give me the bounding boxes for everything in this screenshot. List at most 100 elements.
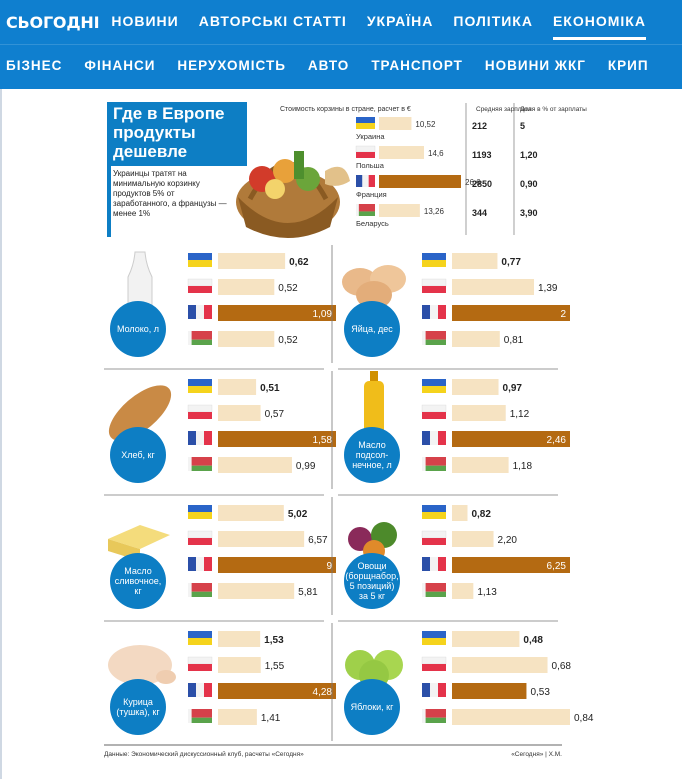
subnav-item-crypto[interactable]: КРИП (607, 58, 649, 73)
basket-share-value: 1,20 (520, 150, 538, 160)
price-bar (218, 557, 336, 573)
basket-header: Стоимость корзины в стране, расчет в € (280, 106, 411, 113)
price-label: 1,09 (313, 309, 333, 320)
product-name: Молоко, л (116, 324, 160, 334)
flag-by-icon (422, 457, 446, 471)
product-name: Курица (тушка), кг (116, 697, 160, 717)
main-nav: СЬОГОДНІ НОВИНИ АВТОРСЬКІ СТАТТІ УКРАЇНА… (0, 0, 682, 44)
flag-by-icon (188, 457, 212, 471)
flag-pl-icon (421, 530, 447, 545)
price-bar (452, 331, 500, 347)
credit-note: «Сегодня» | Х.М. (511, 751, 562, 758)
price-bar (452, 583, 474, 599)
basket-salary-value: 344 (472, 208, 487, 218)
products-grid: Молоко, л 0,62 0,52 1,09 0,52 Яйца, дес 0,77 1,… (104, 245, 594, 741)
milk-bottle-icon (127, 251, 153, 318)
flag-by-icon (422, 583, 446, 597)
flag-by-icon (188, 709, 212, 723)
product-name: Яблоки, кг (350, 702, 394, 712)
price-label: 1,39 (538, 283, 558, 294)
price-bar (218, 457, 292, 473)
basket-share-value: 5 (520, 121, 525, 131)
price-bar (218, 379, 257, 395)
subnav-item-transport[interactable]: ТРАНСПОРТ (371, 58, 463, 73)
flag-pl-icon (187, 530, 213, 545)
price-bar (452, 505, 468, 521)
basket-cost-bar (379, 204, 420, 217)
basket-country-label: Украина (356, 132, 385, 141)
flag-fr-icon (188, 305, 212, 319)
basket-share-value: 3,90 (520, 208, 538, 218)
flag-fr-icon (188, 557, 212, 571)
flag-fr-icon (422, 431, 446, 445)
flag-by-icon (422, 331, 446, 345)
infographic: Где в Европе продукты дешевле Украинцы т… (104, 102, 594, 758)
flag-pl-icon (187, 404, 213, 419)
price-label: 0,52 (278, 335, 298, 346)
basket-cost-bar (379, 117, 412, 130)
bread-icon (108, 385, 172, 441)
price-label: 0,48 (523, 635, 543, 646)
title-accent-bar (107, 102, 111, 237)
nav-item-ukraine[interactable]: УКРАЇНА (366, 13, 434, 29)
subnav-item-real-estate[interactable]: НЕРУХОМІСТЬ (177, 58, 286, 73)
product-name: Масло подсол-нечное, л (352, 440, 392, 470)
product-name: Яйца, дес (351, 324, 393, 334)
price-bar (218, 431, 336, 447)
subnav-item-auto[interactable]: АВТО (307, 58, 350, 73)
price-bar (452, 531, 494, 547)
nav-item-author-articles[interactable]: АВТОРСЬКІ СТАТТІ (198, 13, 347, 29)
flag-pl-icon (355, 145, 376, 158)
price-label: 6,25 (547, 561, 567, 572)
title-container: Где в Европе продукты дешевле (113, 104, 225, 161)
subnav-item-business[interactable]: БІЗНЕС (6, 58, 63, 73)
product-panel: Яблоки, кг 0,48 0,68 0,53 0,84 (331, 620, 594, 741)
product-label-badge (110, 553, 166, 609)
flag-fr-icon (422, 557, 446, 571)
share-column-header: Доля в % от зарплаты (520, 106, 587, 113)
nav-item-economy[interactable]: ЕКОНОМІКА (552, 0, 646, 44)
price-label: 1,55 (265, 661, 285, 672)
product-label-badge (110, 679, 166, 735)
price-label: 0,52 (278, 283, 298, 294)
product-panel: Молоко, л 0,62 0,52 1,09 0,52 (110, 251, 336, 357)
basket-table: 10,52 Украина 212 5 14,6 Польша 1193 1,20 26,6 Фр… (355, 117, 538, 228)
price-label: 1,13 (477, 587, 497, 598)
basket-cost-bar (379, 175, 461, 188)
infographic-title: Где в Европе продукты дешевле (113, 104, 225, 161)
price-label: 1,41 (261, 713, 281, 724)
flag-fr-icon (188, 683, 212, 697)
flag-pl-icon (421, 404, 447, 419)
nav-item-politics[interactable]: ПОЛІТИКА (453, 13, 533, 29)
price-label: 0,97 (503, 383, 523, 394)
basket-salary-value: 1193 (472, 150, 492, 160)
price-bar (452, 405, 506, 421)
price-bar (218, 253, 286, 269)
subnav-item-housing-news[interactable]: НОВИНИ ЖКГ (484, 58, 586, 73)
basket-cost-label: 26,6 (465, 178, 481, 187)
salary-column-header: Средняя зарплата (476, 106, 532, 113)
price-label: 5,81 (298, 587, 318, 598)
subtitle-container: Украинцы тратят на минимальную корзинку … (113, 169, 227, 218)
price-label: 0,81 (504, 335, 524, 346)
nav-item-news[interactable]: НОВИНИ (111, 13, 179, 29)
product-label-badge (344, 679, 400, 735)
flag-fr-icon (356, 175, 375, 187)
page-edge (0, 89, 2, 779)
price-bar (218, 279, 275, 295)
flag-by-icon (422, 709, 446, 723)
price-bar (218, 657, 261, 673)
product-name: Хлеб, кг (121, 450, 155, 460)
price-bar (452, 279, 535, 295)
price-label: 0,99 (296, 461, 316, 472)
subnav-item-finance[interactable]: ФІНАНСИ (84, 58, 156, 73)
site-logo[interactable]: СЬОГОДНІ (6, 12, 100, 32)
product-name: Масло сливочное, кг (114, 566, 162, 596)
price-bar (452, 657, 548, 673)
product-label-badge (344, 301, 400, 357)
product-panel: Яйца, дес 0,77 1,39 2 0,81 (331, 245, 570, 363)
price-bar (218, 583, 295, 599)
price-bar (218, 709, 257, 725)
price-label: 0,82 (471, 509, 491, 520)
price-bar (452, 683, 527, 699)
